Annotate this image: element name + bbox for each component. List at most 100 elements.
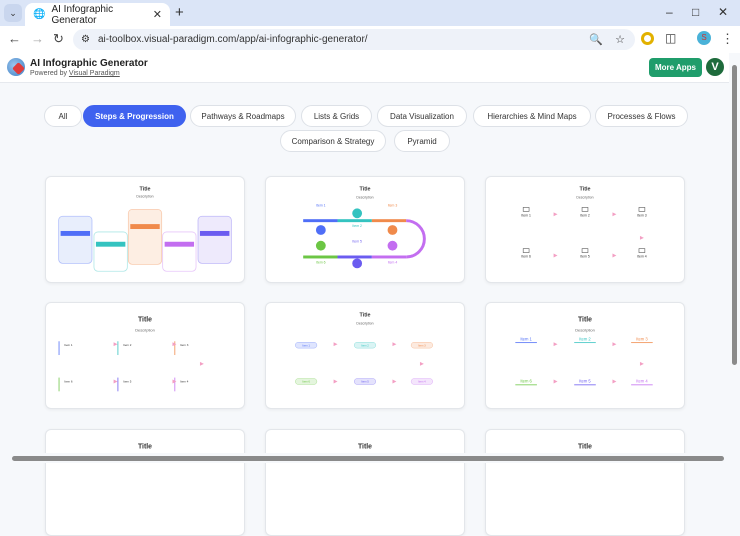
arrow-icon	[172, 342, 177, 347]
template-card[interactable]: Title Description Item 1 Item 2 Item 3 Item 4…	[485, 302, 685, 409]
item-underline	[631, 384, 653, 386]
template-preview: Title Description Item 1 Item 2 Item 3 Item 4…	[295, 313, 433, 385]
arrow-icon	[113, 379, 118, 384]
timeline-node-icon	[387, 225, 398, 235]
list-item-label: Item 1	[64, 343, 73, 347]
template-card[interactable]: Title Description Item 1 Item 2 Item 3 Item 4…	[265, 302, 465, 409]
filter-chip[interactable]: Data Visualization	[377, 105, 467, 127]
timeline-node-icon	[352, 208, 363, 219]
item-sidebar	[117, 377, 119, 392]
arrow-icon	[612, 253, 617, 258]
pill-item-label: Item 2	[361, 343, 369, 347]
browser-tab[interactable]: 🌐 AI Infographic Generator ✕	[25, 3, 170, 26]
template-card[interactable]: Title Description Item 1 Item 2 Item 3 Item 4…	[45, 302, 245, 409]
step-ribbon	[60, 230, 91, 236]
reload-button[interactable]: ↻	[53, 31, 64, 46]
timeline-segment	[337, 219, 372, 223]
tab-search-button[interactable]: ⌄	[4, 4, 22, 22]
template-card[interactable]: Title Description Item 1 Item 2 Item 3 Item 4…	[485, 176, 685, 283]
list-item-label: Item 2	[123, 343, 132, 347]
timeline-item-label: Item 3	[388, 203, 398, 207]
timeline-item-label: Item 1	[316, 203, 326, 207]
item-underline	[515, 384, 537, 386]
item-underline	[574, 342, 596, 344]
template-preview: Title Description	[58, 187, 232, 272]
minimize-button[interactable]: –	[666, 5, 673, 19]
back-button[interactable]: ←	[8, 31, 21, 46]
globe-icon: 🌐	[33, 9, 46, 20]
template-preview: Title	[578, 444, 592, 451]
user-avatar[interactable]: V	[706, 58, 724, 76]
item-pill	[410, 378, 433, 385]
close-window-button[interactable]: ✕	[718, 5, 729, 19]
horizontal-scrollbar[interactable]	[0, 453, 740, 463]
arrow-icon	[553, 253, 558, 258]
item-icon	[581, 207, 589, 212]
arrow-icon	[612, 212, 617, 217]
filter-chip[interactable]: Pyramid	[394, 130, 450, 152]
url-text: ai-toolbox.visual-paradigm.com/app/ai-in…	[97, 34, 368, 45]
filter-chip[interactable]: Steps & Progression	[83, 105, 186, 127]
preview-description: Description	[356, 196, 373, 200]
template-card[interactable]: Title	[45, 429, 245, 536]
extensions-puzzle-icon[interactable]: ◫	[665, 31, 677, 45]
profile-avatar[interactable]: S	[697, 31, 711, 45]
filter-chip[interactable]: Pathways & Roadmaps	[190, 105, 296, 127]
step-item-label: Item 5	[579, 378, 591, 383]
pill-item-label: Item 5	[361, 380, 369, 384]
new-tab-button[interactable]: +	[175, 4, 184, 21]
visual-paradigm-link[interactable]: Visual Paradigm	[68, 70, 120, 77]
arrow-icon	[333, 342, 338, 347]
site-settings-icon[interactable]: ⚙	[81, 34, 90, 45]
arrow-icon	[639, 235, 644, 240]
powered-by-prefix: Powered by	[30, 70, 69, 77]
horizontal-scroll-thumb[interactable]	[12, 456, 724, 461]
filter-chip[interactable]: Lists & Grids	[301, 105, 372, 127]
grid-item-label: Item 1	[521, 213, 531, 217]
template-preview: Title Description Item 1 Item 2 Item 3 Item 4…	[58, 317, 204, 392]
preview-description: Description	[135, 327, 155, 332]
bookmark-star-icon[interactable]: ☆	[615, 34, 625, 46]
close-tab-icon[interactable]: ✕	[152, 9, 162, 21]
vertical-scrollbar[interactable]	[729, 53, 740, 453]
timeline-node-icon	[387, 240, 398, 251]
timeline-curve	[406, 219, 426, 259]
menu-kebab-icon[interactable]: ⋮	[721, 31, 734, 46]
step-panel	[93, 231, 128, 272]
timeline-segment	[303, 219, 338, 223]
pill-item-label: Item 4	[418, 380, 426, 384]
preview-title: Title	[578, 444, 592, 451]
step-ribbon	[95, 241, 126, 247]
timeline-item-label: Item 6	[316, 260, 326, 264]
arrow-icon	[392, 379, 397, 384]
template-card[interactable]: Title	[485, 429, 685, 536]
filter-chip[interactable]: All	[44, 105, 82, 127]
timeline-node-icon	[315, 225, 326, 235]
filter-chip[interactable]: Processes & Flows	[595, 105, 688, 127]
arrow-icon	[113, 342, 118, 347]
address-bar[interactable]: ⚙ ai-toolbox.visual-paradigm.com/app/ai-…	[73, 29, 635, 50]
browser-toolbar: ← → ↻ ⚙ ai-toolbox.visual-paradigm.com/a…	[0, 26, 740, 53]
list-item-label: Item 4	[180, 379, 189, 383]
pill-item-label: Item 1	[302, 343, 310, 347]
filter-chip[interactable]: Hierarchies & Mind Maps	[473, 105, 591, 127]
timeline-segment	[303, 255, 338, 259]
maximize-button[interactable]: □	[692, 5, 700, 19]
filter-chip[interactable]: Comparison & Strategy	[280, 130, 386, 152]
more-apps-button[interactable]: More Apps	[649, 58, 702, 77]
arrow-icon	[419, 361, 424, 366]
forward-button[interactable]: →	[31, 31, 44, 46]
step-item-label: Item 3	[636, 336, 648, 341]
app-logo	[7, 58, 25, 76]
extension-icon[interactable]	[641, 32, 654, 45]
step-item-label: Item 2	[579, 336, 591, 341]
step-item-label: Item 4	[636, 378, 648, 383]
grid-item-label: Item 5	[580, 254, 590, 258]
arrow-icon	[172, 379, 177, 384]
template-card[interactable]: Title Description Item 1 Item 2 Item 3 Item 4…	[265, 176, 465, 283]
vertical-scroll-thumb[interactable]	[732, 65, 737, 365]
item-underline	[631, 342, 653, 344]
zoom-icon[interactable]: 🔍	[589, 34, 604, 46]
